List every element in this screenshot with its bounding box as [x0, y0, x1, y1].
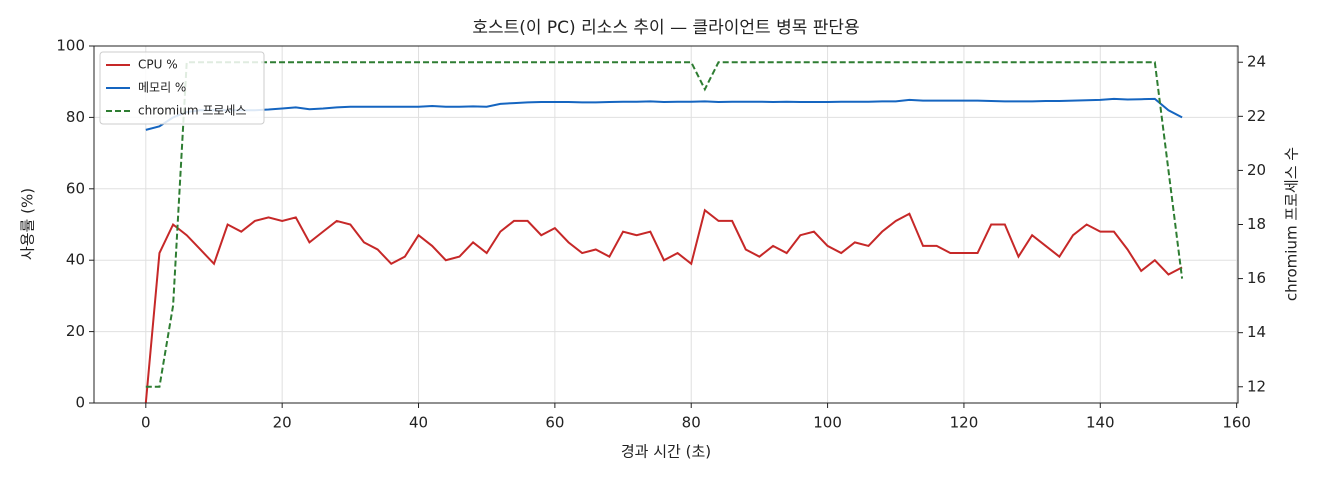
- y2-tick-label: 24: [1247, 53, 1266, 71]
- x-tick-label: 60: [545, 414, 564, 432]
- series-line: [144, 208, 1183, 404]
- x-tick-label: 160: [1222, 414, 1251, 432]
- y2-tick-label: 12: [1247, 377, 1266, 395]
- legend-label: CPU %: [138, 58, 178, 72]
- y2-tick-label: 14: [1247, 323, 1266, 341]
- legend-box: [99, 51, 265, 125]
- x-tick-label: 0: [141, 414, 151, 432]
- y2-tick-label: 20: [1247, 161, 1266, 179]
- y-tick-label: 20: [66, 322, 85, 340]
- series-line: [145, 97, 1183, 131]
- y-tick-label: 40: [66, 251, 85, 269]
- y-tick-label: 60: [66, 179, 85, 197]
- y-tick-label: 80: [66, 108, 85, 126]
- chart-title: 호스트(이 PC) 리소스 추이 — 클라이언트 병목 판단용: [472, 18, 859, 38]
- y2-tick-label: 16: [1247, 269, 1266, 287]
- x-tick-label: 120: [950, 414, 979, 432]
- y2-tick-label: 22: [1247, 107, 1266, 125]
- series-line: [145, 61, 1184, 388]
- y-tick-label: 0: [75, 394, 85, 412]
- plot-frame: [93, 45, 1239, 404]
- x-tick-label: 80: [682, 414, 701, 432]
- y-tick-label: 100: [56, 37, 85, 55]
- legend-label: chromium 프로세스: [138, 104, 247, 118]
- x-axis-label: 경과 시간 (초): [621, 443, 711, 461]
- y2-axis-label: chromium 프로세스 수: [1283, 147, 1301, 301]
- x-tick-label: 100: [813, 414, 842, 432]
- x-tick-label: 140: [1086, 414, 1115, 432]
- x-tick-label: 40: [409, 414, 428, 432]
- x-tick-label: 20: [273, 414, 292, 432]
- y2-tick-label: 18: [1247, 215, 1266, 233]
- legend-label: 메모리 %: [138, 81, 186, 95]
- y-axis-label: 사용률 (%): [19, 188, 37, 260]
